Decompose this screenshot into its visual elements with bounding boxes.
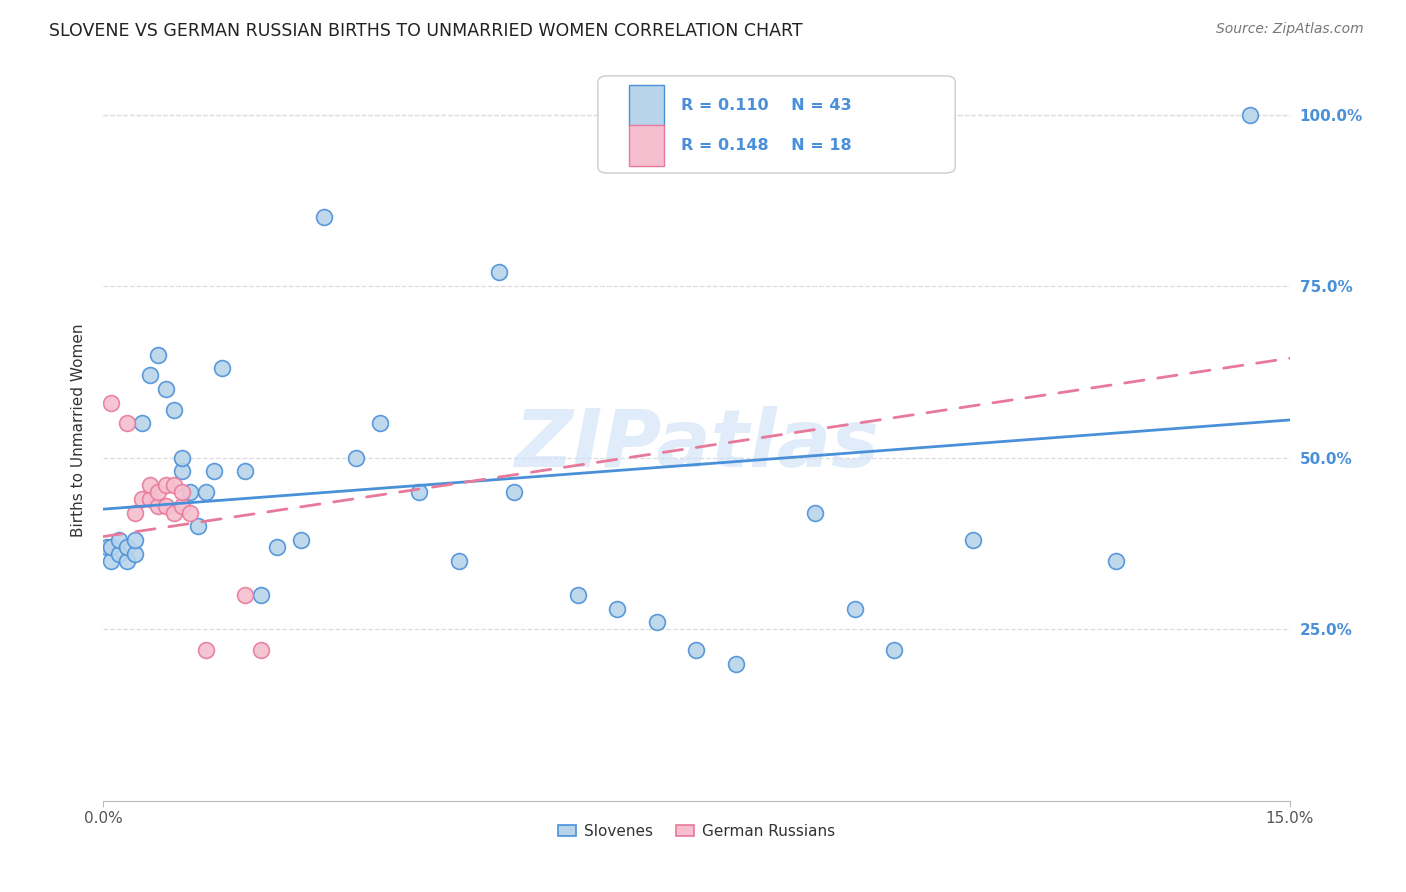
Point (844, 601, 866, 615)
Point (804, 506, 827, 520)
Text: ZIPatlas: ZIPatlas (515, 406, 879, 484)
Text: SLOVENE VS GERMAN RUSSIAN BIRTHS TO UNMARRIED WOMEN CORRELATION CHART: SLOVENE VS GERMAN RUSSIAN BIRTHS TO UNMA… (49, 22, 803, 40)
Point (606, 601, 628, 615)
Point (202, 465, 225, 479)
Point (170, 465, 193, 479)
Point (170, 485, 193, 500)
Text: R = 0.148    N = 18: R = 0.148 N = 18 (681, 138, 852, 153)
Point (250, 643, 273, 657)
Point (148, 485, 170, 500)
Point (233, 588, 256, 602)
Text: Source: ZipAtlas.com: Source: ZipAtlas.com (1216, 22, 1364, 37)
Point (124, 547, 146, 561)
Point (250, 588, 273, 602)
Point (139, 491, 162, 506)
Point (155, 478, 177, 492)
Point (724, 657, 747, 671)
Point (155, 382, 177, 396)
Point (1105, 554, 1128, 568)
Point (179, 506, 201, 520)
Point (645, 615, 668, 630)
Point (148, 348, 170, 362)
Point (211, 361, 233, 376)
Point (107, 547, 129, 561)
Point (408, 485, 430, 500)
Point (131, 417, 153, 431)
Point (100, 396, 122, 410)
Point (139, 478, 162, 492)
Point (163, 506, 186, 520)
Point (290, 533, 312, 547)
Point (962, 533, 984, 547)
Point (368, 417, 391, 431)
Point (96, 540, 118, 554)
Point (685, 643, 707, 657)
Point (567, 588, 589, 602)
Point (883, 643, 905, 657)
Y-axis label: Births to Unmarried Women: Births to Unmarried Women (72, 324, 86, 537)
Point (148, 499, 170, 513)
Point (124, 533, 146, 547)
Legend: Slovenes, German Russians: Slovenes, German Russians (551, 818, 841, 845)
FancyBboxPatch shape (598, 76, 955, 173)
Point (503, 485, 526, 500)
Point (115, 417, 138, 431)
Point (488, 265, 510, 279)
Point (344, 450, 367, 465)
Point (100, 554, 122, 568)
Point (1239, 107, 1261, 121)
Point (314, 211, 336, 225)
Point (194, 643, 217, 657)
Point (100, 540, 122, 554)
Point (131, 491, 153, 506)
FancyBboxPatch shape (628, 86, 665, 126)
Point (107, 533, 129, 547)
FancyBboxPatch shape (628, 126, 665, 166)
Point (170, 450, 193, 465)
Point (115, 554, 138, 568)
Point (139, 368, 162, 383)
Point (163, 402, 186, 417)
Point (266, 540, 288, 554)
Point (115, 540, 138, 554)
Point (187, 519, 209, 533)
Point (170, 499, 193, 513)
Point (194, 485, 217, 500)
Point (163, 478, 186, 492)
Point (179, 485, 201, 500)
Point (447, 554, 470, 568)
Point (233, 465, 256, 479)
Point (124, 506, 146, 520)
Point (155, 499, 177, 513)
Text: R = 0.110    N = 43: R = 0.110 N = 43 (681, 98, 852, 113)
